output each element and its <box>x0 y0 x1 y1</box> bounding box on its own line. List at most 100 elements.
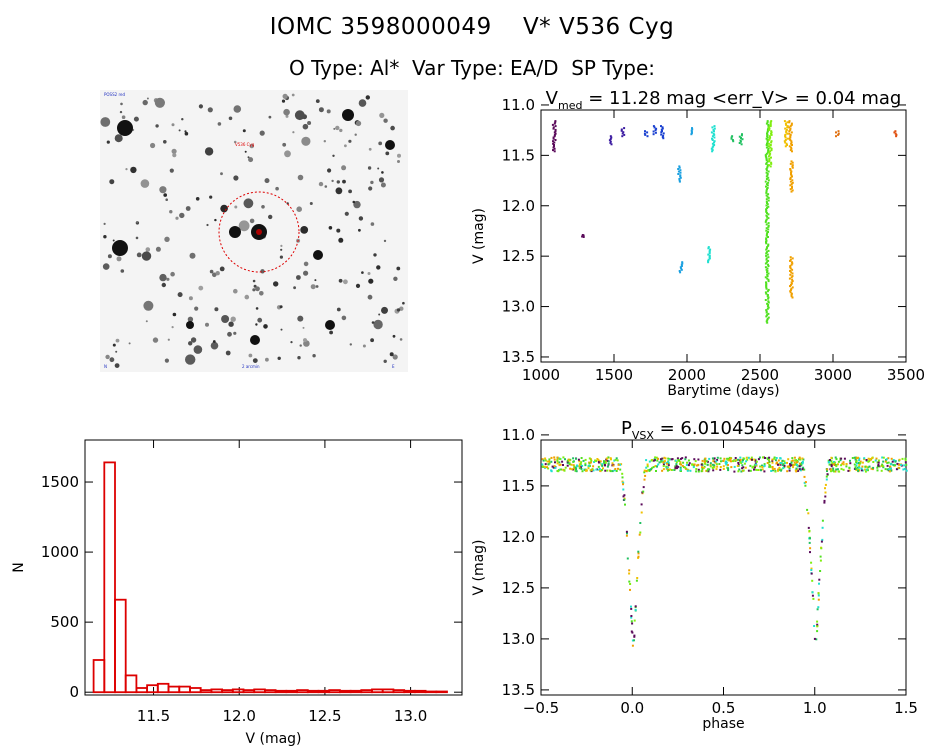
star <box>336 180 340 184</box>
lightcurve-point <box>765 261 768 264</box>
phased-point <box>737 470 740 473</box>
lightcurve-point <box>768 135 771 138</box>
star <box>166 277 170 281</box>
lightcurve-point <box>678 166 681 169</box>
phased-point <box>795 464 798 466</box>
lightcurve-point <box>766 207 769 209</box>
phased-point <box>841 462 844 465</box>
star <box>179 212 185 219</box>
star <box>293 286 296 290</box>
lightcurve-point <box>765 191 768 194</box>
lightcurve-point <box>789 266 792 269</box>
star <box>220 172 223 176</box>
phased-point <box>558 464 561 467</box>
lightcurve-point <box>791 186 793 189</box>
phased-point <box>645 469 648 472</box>
star <box>381 306 388 314</box>
star <box>323 140 326 143</box>
phased-point <box>842 468 845 471</box>
lightcurve-point <box>767 179 770 182</box>
lightcurve-point <box>765 159 768 162</box>
lightcurve-point <box>608 139 611 142</box>
lightcurve-point <box>652 125 655 128</box>
phased-point <box>553 456 556 459</box>
phased-point <box>820 540 823 543</box>
phased-point <box>740 470 743 473</box>
phased-point <box>604 460 607 463</box>
histogram-bar <box>114 598 127 694</box>
phased-point <box>897 466 900 469</box>
star <box>355 120 362 127</box>
phased-point <box>800 463 803 466</box>
star <box>128 342 131 345</box>
lightcurve-point <box>739 140 742 143</box>
phased-point <box>553 458 556 461</box>
phased-point <box>694 460 697 463</box>
lightcurve-point <box>738 135 741 138</box>
phased-point <box>835 458 838 461</box>
star <box>105 354 110 360</box>
histogram-bar <box>242 689 256 694</box>
phased-point <box>562 468 565 471</box>
phased-point <box>898 458 901 461</box>
lightcurve-point <box>767 278 770 281</box>
phased-point <box>830 456 833 459</box>
phased-point <box>657 457 659 460</box>
phased-point <box>752 465 755 468</box>
lightcurve-point <box>620 128 623 131</box>
lightcurve-point <box>791 257 794 260</box>
phased-point <box>810 567 813 570</box>
star <box>145 247 151 252</box>
lightcurve-point <box>770 141 773 144</box>
histogram-bar <box>381 688 395 694</box>
phased-point <box>625 530 628 533</box>
lightcurve-point <box>768 128 771 131</box>
star <box>370 338 374 343</box>
image-label-bottom-left: N <box>104 364 107 369</box>
lightcurve-point <box>765 198 768 201</box>
lightcurve-point <box>554 120 557 123</box>
star <box>188 341 193 346</box>
star <box>385 151 390 156</box>
phased-point <box>580 461 583 464</box>
histogram-bar <box>135 687 148 694</box>
phased-point <box>790 464 793 467</box>
phased-point <box>662 463 665 466</box>
lightcurve-point <box>708 257 711 260</box>
phased-point <box>603 461 606 464</box>
phased-point <box>720 460 722 463</box>
phased-point <box>809 537 811 540</box>
phased-point <box>700 463 703 466</box>
star <box>335 125 340 131</box>
phased-point <box>837 460 840 463</box>
x-tick-label: 1000 <box>522 366 560 384</box>
lightcurve-point <box>789 169 792 172</box>
phased-point <box>786 461 788 464</box>
lightcurve-point <box>765 286 768 289</box>
phased-point <box>830 465 833 468</box>
star <box>133 116 139 122</box>
phased-point <box>737 458 739 461</box>
lightcurve-point <box>765 210 768 213</box>
lightcurve-point <box>769 136 772 139</box>
phased-point <box>793 461 796 464</box>
phased-point <box>811 594 814 597</box>
lightcurve-point <box>767 205 770 208</box>
lightcurve-point <box>765 204 768 207</box>
phased-point <box>727 467 730 470</box>
lightcurve-point <box>581 235 584 238</box>
lightcurve-point <box>766 271 768 274</box>
phased-point <box>766 462 769 464</box>
lightcurve-point <box>835 135 837 138</box>
star <box>279 305 283 309</box>
lightcurve-point <box>784 122 787 125</box>
star <box>259 130 265 136</box>
phased-point <box>639 531 642 534</box>
lightcurve-point <box>681 262 684 265</box>
lightcurve-point <box>766 174 769 177</box>
phased-point <box>650 459 653 462</box>
lightcurve-point <box>732 140 735 143</box>
phased-point <box>730 466 733 469</box>
phased-point <box>718 463 721 465</box>
phased-point <box>711 467 714 469</box>
